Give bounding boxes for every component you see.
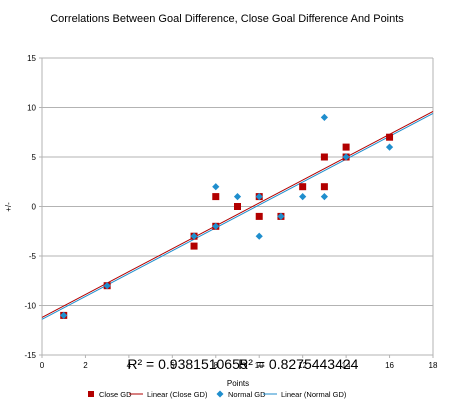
x-tick-label: 12 <box>298 361 307 370</box>
normal-gd-point <box>255 232 263 240</box>
close-gd-point <box>386 133 394 141</box>
normal-gd-point <box>320 193 328 201</box>
normal-gd-point <box>342 153 350 161</box>
legend-label: Linear (Close GD) <box>147 390 208 399</box>
y-tick-label: 10 <box>27 104 36 113</box>
x-tick-label: 4 <box>127 361 132 370</box>
close-gd-point <box>342 143 350 151</box>
normal-gd-point <box>277 212 285 220</box>
y-tick-label: 15 <box>27 54 36 63</box>
legend-label: Close GD <box>99 390 132 399</box>
legend-label: Normal GD <box>228 390 266 399</box>
legend-marker-diamond <box>216 390 224 398</box>
r-squared-label: R² = 0.8275443424 <box>238 356 358 372</box>
normal-gd-point <box>255 193 263 201</box>
chart-title: Correlations Between Goal Difference, Cl… <box>50 13 404 25</box>
tick-labels: -15 -10 -5 0 5 10 15 0 2 4 6 8 10 12 14 16 18 <box>24 54 438 370</box>
legend-label: Linear (Normal GD) <box>281 390 347 399</box>
r-squared-label: R² = 0.9381510655 <box>127 356 247 372</box>
close-gd-point <box>320 153 328 161</box>
normal-gd-point <box>212 183 220 191</box>
x-tick-label: 6 <box>170 361 175 370</box>
x-axis-label: Points <box>227 379 249 388</box>
normal-gd-point <box>320 113 328 121</box>
normal-gd-point <box>212 222 220 230</box>
data-points <box>60 113 394 319</box>
x-tick-label: 8 <box>214 361 219 370</box>
close-gd-point <box>212 193 220 201</box>
close-gd-point <box>190 242 198 250</box>
x-tick-label: 16 <box>385 361 394 370</box>
y-tick-label: -5 <box>29 252 37 261</box>
x-tick-label: 2 <box>83 361 88 370</box>
trendlines <box>41 111 434 320</box>
normal-gd-point <box>233 193 242 201</box>
y-tick-label: -15 <box>24 351 36 360</box>
close-gd-point <box>320 183 328 191</box>
normal-gd-point <box>299 193 307 201</box>
y-tick-label: 5 <box>32 153 37 162</box>
normal-gd-point <box>103 282 111 290</box>
y-tick-label: -10 <box>24 302 36 311</box>
trendline <box>41 112 434 320</box>
x-tick-label: 14 <box>342 361 351 370</box>
gridlines <box>42 57 433 356</box>
normal-gd-point <box>385 143 394 151</box>
legend: Close GD Linear (Close GD) Normal GD Linear… <box>88 390 347 399</box>
x-tick-label: 0 <box>40 361 45 370</box>
close-gd-point <box>234 203 241 210</box>
axes <box>39 57 434 358</box>
x-tick-label: 10 <box>255 361 264 370</box>
x-tick-label: 18 <box>429 361 438 370</box>
y-axis-label: +/- <box>4 202 13 212</box>
legend-marker-square <box>88 391 94 397</box>
normal-gd-point <box>60 311 68 319</box>
normal-gd-point <box>190 232 198 240</box>
y-tick-label: 0 <box>32 203 37 212</box>
close-gd-point <box>255 212 263 220</box>
close-gd-point <box>299 183 307 191</box>
trendline <box>41 111 434 318</box>
